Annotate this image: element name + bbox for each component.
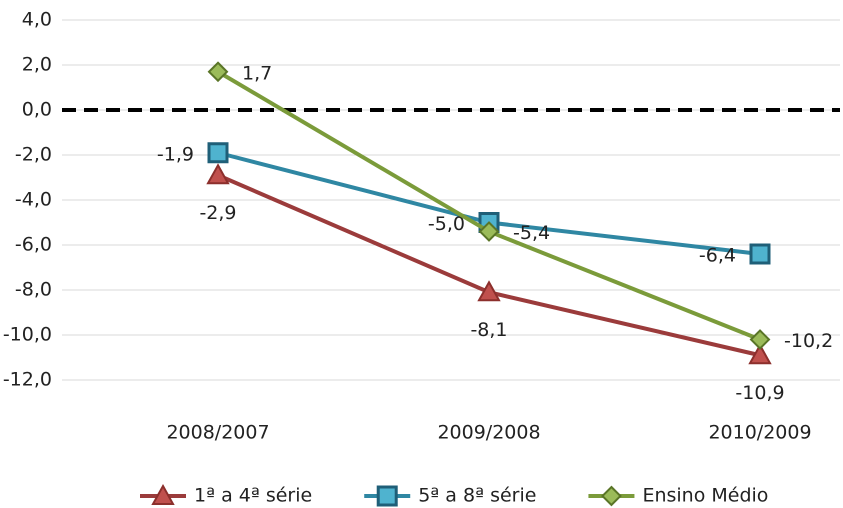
data-label: -8,1: [470, 319, 507, 341]
data-label: -5,0: [428, 213, 465, 235]
x-tick-label: 2010/2009: [708, 422, 811, 444]
marker: [748, 343, 772, 365]
marker: [376, 485, 398, 507]
legend-label: 5ª a 8ª série: [418, 485, 536, 507]
marker: [151, 483, 175, 505]
marker: [478, 221, 500, 242]
legend-label: Ensino Médio: [642, 485, 768, 507]
marker: [477, 280, 501, 302]
marker: [749, 329, 771, 350]
legend-label: 1ª a 4ª série: [194, 485, 312, 507]
y-tick-label: -4,0: [15, 189, 52, 211]
marker: [207, 61, 229, 83]
y-tick-label: -6,0: [15, 234, 52, 256]
y-tick-label: -12,0: [3, 369, 52, 391]
marker: [749, 243, 771, 265]
y-tick-label: -8,0: [15, 279, 52, 301]
marker: [601, 485, 622, 507]
marker: [207, 142, 229, 164]
y-tick-label: 2,0: [22, 54, 52, 76]
x-tick-label: 2008/2007: [166, 422, 269, 444]
data-label: -5,4: [513, 222, 550, 244]
data-label: -6,4: [699, 245, 736, 267]
data-label: 1,7: [242, 62, 272, 84]
y-tick-label: 0,0: [22, 99, 52, 121]
x-tick-label: 2009/2008: [437, 422, 540, 444]
y-tick-label: 4,0: [22, 9, 52, 31]
marker: [206, 163, 230, 185]
data-label: -10,9: [735, 382, 784, 404]
data-label: -10,2: [784, 330, 833, 352]
data-label: -1,9: [157, 143, 194, 165]
data-label: -2,9: [199, 202, 236, 224]
y-tick-label: -10,0: [3, 324, 52, 346]
y-tick-label: -2,0: [15, 144, 52, 166]
